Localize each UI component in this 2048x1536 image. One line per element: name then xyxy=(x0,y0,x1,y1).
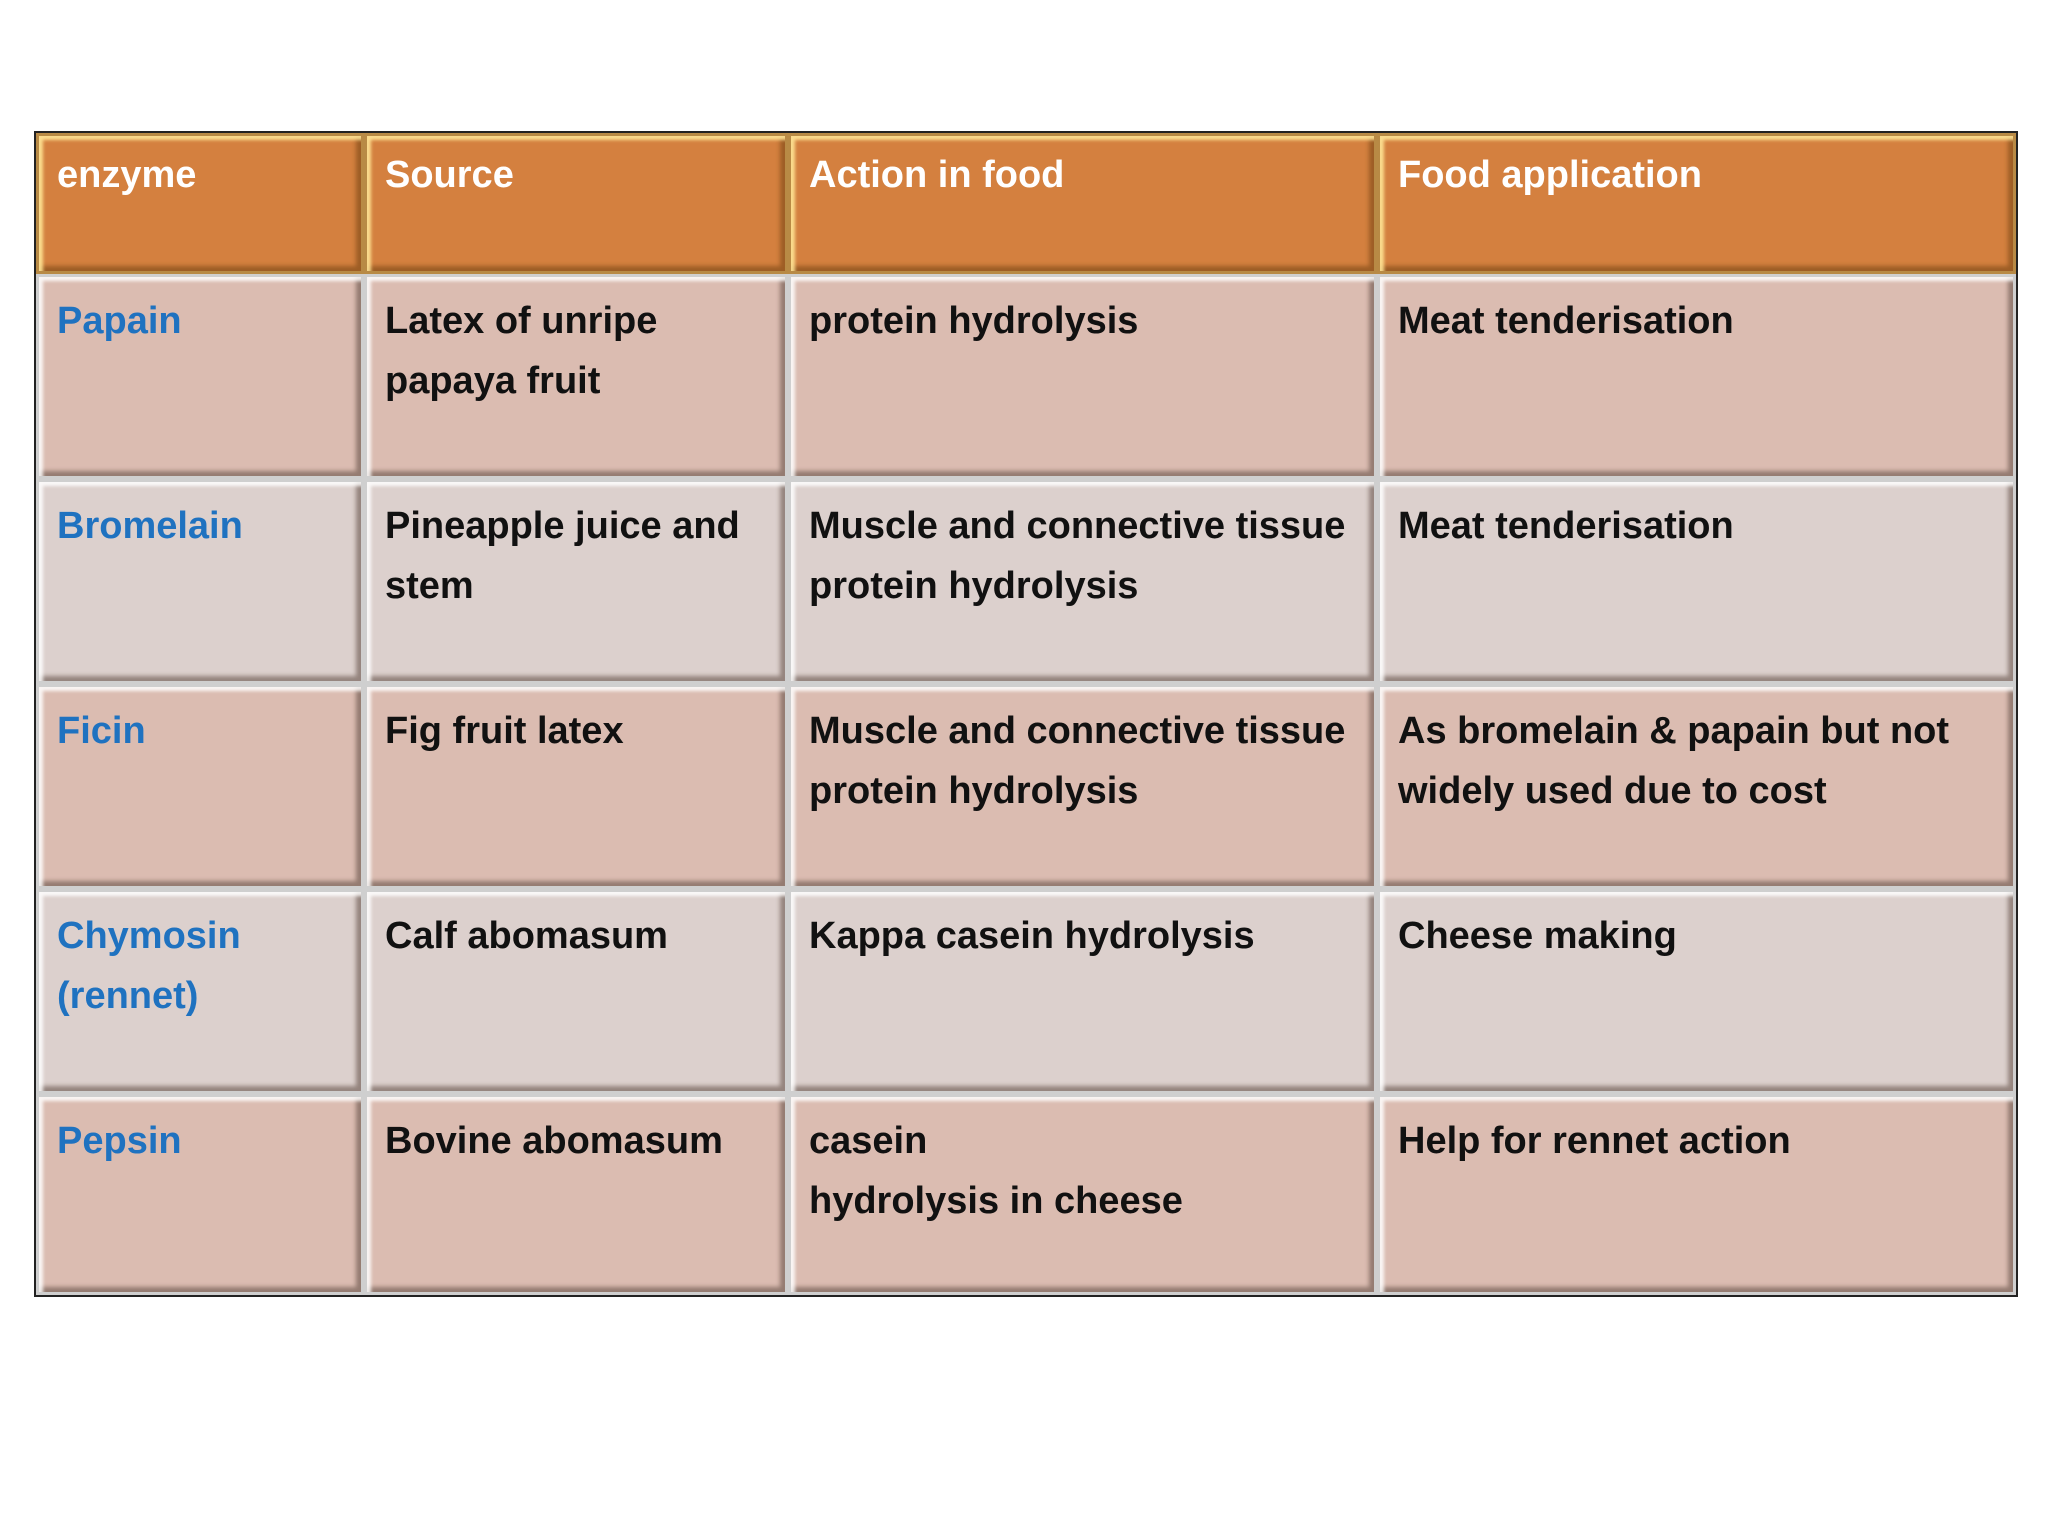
table-row: Chymosin (rennet) Calf abomasum Kappa case… xyxy=(36,889,2016,1094)
table-row: Pepsin Bovine abomasum casein hydrolysis … xyxy=(36,1094,2016,1295)
table-cell: protein hydrolysis xyxy=(788,274,1377,479)
table-row: Ficin Fig fruit latex Muscle and connectiv… xyxy=(36,684,2016,889)
table-cell: Latex of unripe papaya fruit xyxy=(364,274,788,479)
table-cell: Help for rennet action xyxy=(1377,1094,2016,1295)
header-row: enzyme Source Action in food Food applicati… xyxy=(36,133,2016,274)
table-cell: Fig fruit latex xyxy=(364,684,788,889)
enzyme-table: enzyme Source Action in food Food applicati… xyxy=(34,131,2018,1297)
table-cell: Kappa casein hydrolysis xyxy=(788,889,1377,1094)
header-cell: Action in food xyxy=(788,133,1377,274)
header-cell: Food application xyxy=(1377,133,2016,274)
table-cell: Meat tenderisation xyxy=(1377,479,2016,684)
table-row: Papain Latex of unripe papaya fruit protei… xyxy=(36,274,2016,479)
table-cell: Calf abomasum xyxy=(364,889,788,1094)
table-cell: Ficin xyxy=(36,684,364,889)
table-cell: Pineapple juice and stem xyxy=(364,479,788,684)
table-cell: Bovine abomasum xyxy=(364,1094,788,1295)
table-cell: Muscle and connective tissue protein hyd… xyxy=(788,479,1377,684)
header-cell: enzyme xyxy=(36,133,364,274)
table-cell: As bromelain & papain but not widely use… xyxy=(1377,684,2016,889)
table-cell: Papain xyxy=(36,274,364,479)
table-cell: Meat tenderisation xyxy=(1377,274,2016,479)
header-cell: Source xyxy=(364,133,788,274)
table-cell: Bromelain xyxy=(36,479,364,684)
table-cell: Pepsin xyxy=(36,1094,364,1295)
table-row: Bromelain Pineapple juice and stem Muscle … xyxy=(36,479,2016,684)
table-cell: Cheese making xyxy=(1377,889,2016,1094)
table-cell: Muscle and connective tissue protein hyd… xyxy=(788,684,1377,889)
table-cell: casein hydrolysis in cheese xyxy=(788,1094,1377,1295)
table-cell: Chymosin (rennet) xyxy=(36,889,364,1094)
